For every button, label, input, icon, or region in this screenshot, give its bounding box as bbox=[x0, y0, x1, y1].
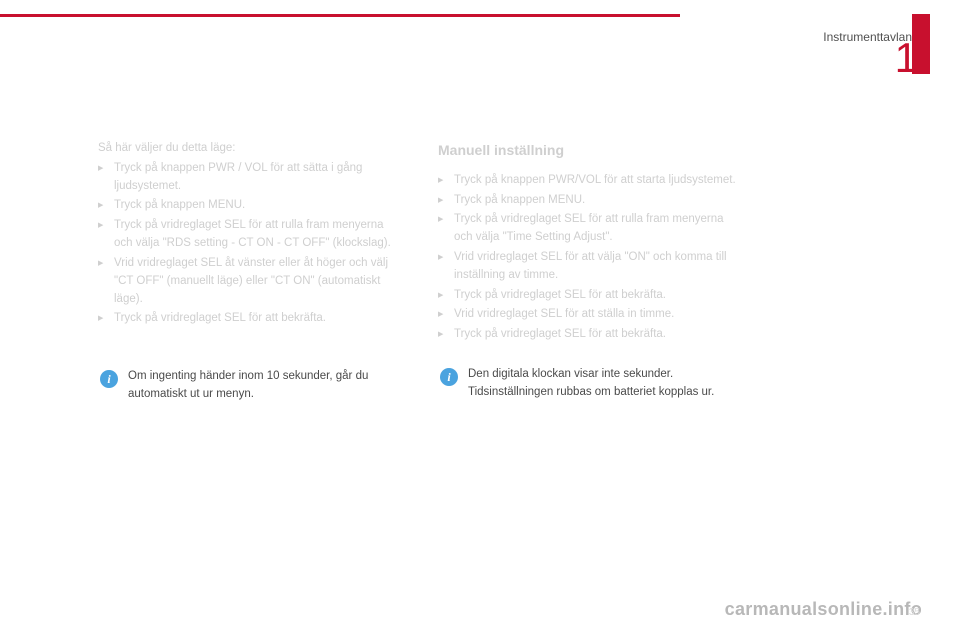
left-lead-text: Så här väljer du detta läge: bbox=[98, 140, 398, 158]
list-item: Vrid vridreglaget SEL för att välja "ON"… bbox=[438, 249, 738, 285]
list-item: Tryck på vridreglaget SEL för att bekräf… bbox=[98, 310, 398, 328]
list-item: Tryck på knappen MENU. bbox=[438, 192, 738, 210]
section-title: Instrumenttavlan bbox=[823, 30, 912, 44]
list-item: Vrid vridreglaget SEL åt vänster eller å… bbox=[98, 255, 398, 308]
list-item: Tryck på vridreglaget SEL för att rulla … bbox=[438, 211, 738, 247]
left-bullet-list: Tryck på knappen PWR / VOL för att sätta… bbox=[98, 160, 398, 328]
list-item: Tryck på vridreglaget SEL för att bekräf… bbox=[438, 287, 738, 305]
info-icon: i bbox=[440, 368, 458, 386]
left-info-text: Om ingenting händer inom 10 sekunder, gå… bbox=[120, 368, 398, 404]
list-item: Vrid vridreglaget SEL för att ställa in … bbox=[438, 306, 738, 324]
right-heading: Manuell inställning bbox=[438, 140, 738, 162]
content-area: Så här väljer du detta läge: Tryck på kn… bbox=[98, 140, 738, 404]
right-info-line2: Tidsinställningen rubbas om batteriet ko… bbox=[468, 386, 714, 398]
right-info-line1: Den digitala klockan visar inte sekunder… bbox=[468, 368, 673, 380]
page-number: 35 bbox=[909, 607, 920, 618]
right-bullet-list: Tryck på knappen PWR/VOL för att starta … bbox=[438, 172, 738, 344]
list-item: Tryck på knappen PWR/VOL för att starta … bbox=[438, 172, 738, 190]
right-info-text: Den digitala klockan visar inte sekunder… bbox=[460, 366, 714, 402]
list-item: Tryck på knappen PWR / VOL för att sätta… bbox=[98, 160, 398, 196]
list-item: Tryck på vridreglaget SEL för att bekräf… bbox=[438, 326, 738, 344]
list-item: Tryck på knappen MENU. bbox=[98, 197, 398, 215]
list-item: Tryck på vridreglaget SEL för att rulla … bbox=[98, 217, 398, 253]
header-red-bar bbox=[0, 14, 680, 17]
watermark: carmanualsonline.info bbox=[725, 599, 922, 620]
right-column: Manuell inställning Tryck på knappen PWR… bbox=[438, 140, 738, 404]
info-icon-wrap: i bbox=[98, 368, 120, 404]
right-info-box: i Den digitala klockan visar inte sekund… bbox=[438, 366, 738, 402]
left-column: Så här väljer du detta läge: Tryck på kn… bbox=[98, 140, 398, 404]
info-icon-wrap: i bbox=[438, 366, 460, 402]
page: 1 Instrumenttavlan Så här väljer du dett… bbox=[0, 0, 960, 640]
info-icon: i bbox=[100, 370, 118, 388]
left-info-box: i Om ingenting händer inom 10 sekunder, … bbox=[98, 368, 398, 404]
